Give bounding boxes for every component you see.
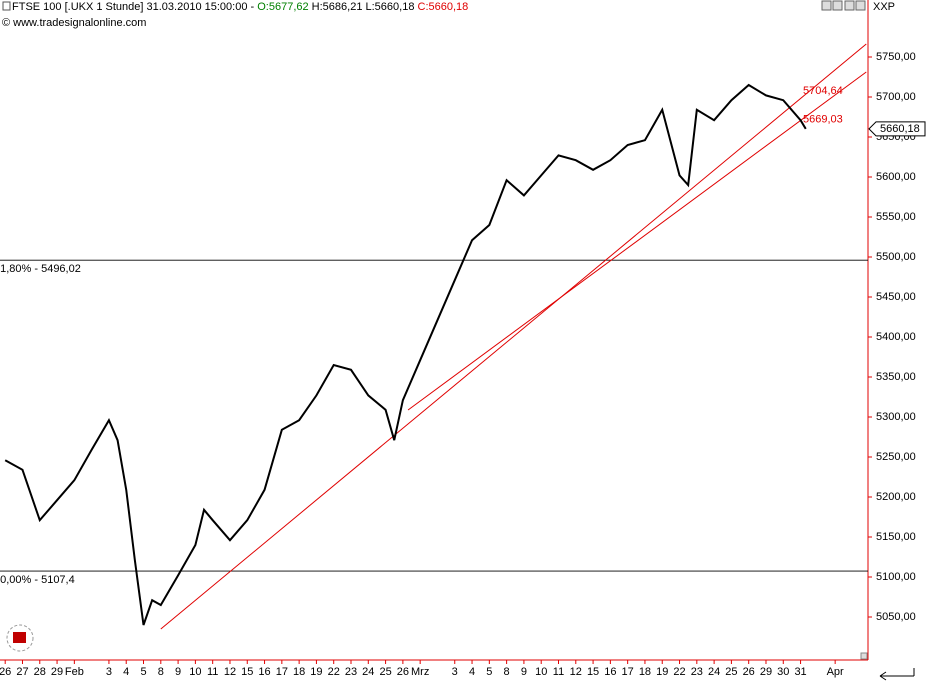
trendline — [160, 43, 867, 630]
x-tick-label: 15 — [587, 666, 599, 678]
x-tick-label: 26 — [743, 666, 755, 678]
last-price-label: 5660,18 — [880, 123, 920, 135]
header-icon — [2, 1, 11, 11]
x-tick-label: 9 — [521, 666, 527, 678]
x-tick-label: 4 — [469, 666, 475, 678]
trend-label: 5669,03 — [803, 114, 843, 126]
x-tick-label: Feb — [65, 666, 84, 678]
x-tick-label: 17 — [622, 666, 634, 678]
y-tick-label: 5150,00 — [876, 531, 916, 543]
x-tick-label: 12 — [570, 666, 582, 678]
y-tick-label: 5500,00 — [876, 251, 916, 263]
x-tick-label: Mrz — [411, 666, 429, 678]
toolbar-button[interactable] — [844, 0, 855, 11]
x-tick-label: 27 — [16, 666, 28, 678]
x-tick-label: 22 — [328, 666, 340, 678]
logo-shield — [13, 632, 26, 643]
x-tick-label: 15 — [241, 666, 253, 678]
toolbar-button[interactable] — [832, 0, 843, 11]
x-tick-label: 29 — [51, 666, 63, 678]
source: © www.tradesignalonline.com — [2, 17, 146, 29]
x-tick-label: 19 — [310, 666, 322, 678]
price-line — [4, 83, 807, 626]
y-tick-label: 5450,00 — [876, 291, 916, 303]
y-tick-label: 5400,00 — [876, 331, 916, 343]
x-tick-label: 30 — [777, 666, 789, 678]
scroll-arrow[interactable] — [879, 668, 915, 681]
y-tick-label: 5200,00 — [876, 491, 916, 503]
y-tick-label: 5600,00 — [876, 171, 916, 183]
x-tick-label: 8 — [158, 666, 164, 678]
scroll-arrows[interactable] — [879, 668, 915, 681]
open-label: O:5677,62 — [257, 1, 308, 13]
x-tick-label: 28 — [34, 666, 46, 678]
chart-title: FTSE 100 [.UKX 1 Stunde] 31.03.2010 15:0… — [12, 1, 468, 13]
x-tick-label: 23 — [345, 666, 357, 678]
x-tick-label: 26 — [397, 666, 409, 678]
trendline — [407, 71, 867, 411]
toolbar[interactable] — [821, 0, 866, 11]
x-tick-label: 24 — [362, 666, 374, 678]
y-tick-label: 5300,00 — [876, 411, 916, 423]
x-tick-label: 16 — [258, 666, 270, 678]
x-tick-label: 3 — [452, 666, 458, 678]
x-tick-label: Apr — [827, 666, 844, 678]
trend-label: 5704,64 — [803, 85, 843, 97]
x-tick-label: 25 — [379, 666, 391, 678]
x-tick-label: 12 — [224, 666, 236, 678]
x-tick-label: 5 — [140, 666, 146, 678]
x-tick-label: 19 — [656, 666, 668, 678]
x-tick-label: 22 — [673, 666, 685, 678]
y-tick-label: 5050,00 — [876, 611, 916, 623]
x-tick-label: 26 — [0, 666, 11, 678]
x-tick-label: 4 — [123, 666, 129, 678]
y-tick-label: 5700,00 — [876, 91, 916, 103]
level-label: 50,00% - 5107,4 — [0, 574, 75, 586]
x-tick-label: 29 — [760, 666, 772, 678]
resize-handle[interactable] — [860, 652, 868, 660]
y-tick-label: 5350,00 — [876, 371, 916, 383]
x-tick-label: 24 — [708, 666, 720, 678]
logo — [6, 624, 34, 652]
x-tick-label: 11 — [553, 666, 564, 678]
x-tick-label: 31 — [794, 666, 806, 678]
x-tick-label: 10 — [535, 666, 547, 678]
x-tick-label: 3 — [106, 666, 112, 678]
x-tick-label: 18 — [639, 666, 651, 678]
y-tick-label: 5100,00 — [876, 571, 916, 583]
y-tick-label: 5250,00 — [876, 451, 916, 463]
corner-label: XXP — [873, 1, 895, 13]
x-tick-label: 25 — [725, 666, 737, 678]
y-tick-label: 5750,00 — [876, 51, 916, 63]
x-tick-label: 17 — [276, 666, 288, 678]
title-text: FTSE 100 [.UKX 1 Stunde] 31.03.2010 15:0… — [12, 1, 254, 13]
x-tick-label: 11 — [207, 666, 218, 678]
x-tick-label: 23 — [691, 666, 703, 678]
y-tick-label: 5550,00 — [876, 211, 916, 223]
x-tick-label: 8 — [504, 666, 510, 678]
toolbar-button[interactable] — [821, 0, 832, 11]
x-tick-label: 10 — [189, 666, 201, 678]
toolbar-button[interactable] — [855, 0, 866, 11]
x-tick-label: 9 — [175, 666, 181, 678]
high-label: H:5686,21 — [312, 1, 363, 13]
last-price-box — [868, 121, 926, 137]
logo-wreath — [6, 624, 34, 652]
low-label: L:5660,18 — [366, 1, 415, 13]
x-tick-label: 5 — [486, 666, 492, 678]
x-tick-label: 18 — [293, 666, 305, 678]
level-label: 61,80% - 5496,02 — [0, 263, 81, 275]
close-label: C:5660,18 — [418, 1, 469, 13]
x-tick-label: 16 — [604, 666, 616, 678]
